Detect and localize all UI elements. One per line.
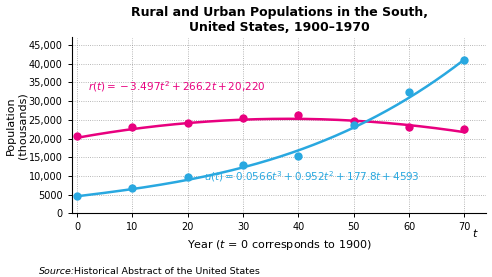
- Text: $u(t) = 0.0566t^3 + 0.952t^2 + 177.8t + 4593$: $u(t) = 0.0566t^3 + 0.952t^2 + 177.8t + …: [204, 170, 420, 184]
- Y-axis label: Population
(thousands): Population (thousands): [5, 92, 27, 159]
- X-axis label: Year ($t$ = 0 corresponds to 1900): Year ($t$ = 0 corresponds to 1900): [186, 238, 371, 252]
- Title: Rural and Urban Populations in the South,
United States, 1900–1970: Rural and Urban Populations in the South…: [130, 6, 428, 34]
- Text: $r(t) = -3.497t^2 + 266.2t + 20{,}220$: $r(t) = -3.497t^2 + 266.2t + 20{,}220$: [88, 79, 266, 94]
- Text: Historical Abstract of the United States: Historical Abstract of the United States: [71, 267, 260, 276]
- Text: Source:: Source:: [39, 267, 75, 276]
- Text: $t$: $t$: [472, 227, 479, 238]
